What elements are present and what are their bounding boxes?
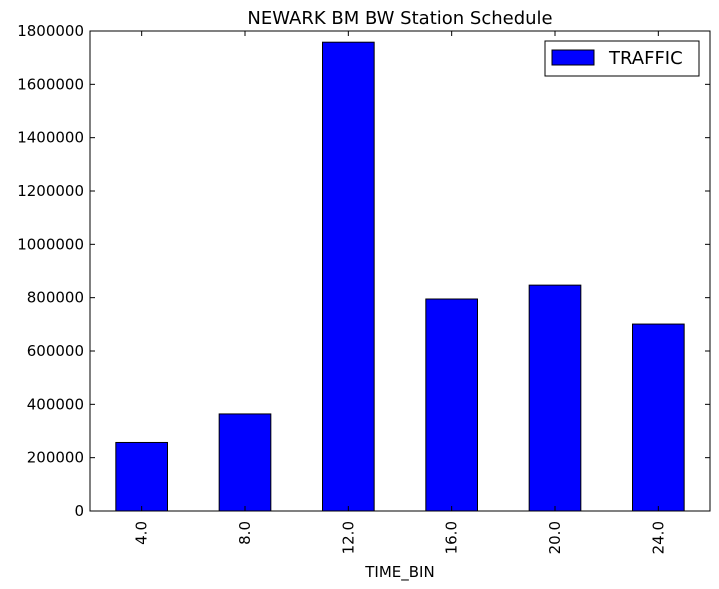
bar-16.0 <box>425 298 479 512</box>
plot-frame <box>89 30 711 512</box>
y-tick-label-1600000: 1600000 <box>17 75 84 93</box>
y-tick-label-400000: 400000 <box>27 395 84 413</box>
bar-20.0 <box>528 284 582 512</box>
y-tick-label-1200000: 1200000 <box>17 182 84 200</box>
y-tick-label-600000: 600000 <box>27 342 84 360</box>
y-tick-label-0: 0 <box>74 502 84 520</box>
legend-label-traffic: TRAFFIC <box>608 48 683 69</box>
x-tick-label-12.0: 12.0 <box>339 521 357 554</box>
x-tick-label-16.0: 16.0 <box>443 521 461 554</box>
bars-layer <box>115 41 685 512</box>
x-axis-label: TIME_BIN <box>364 563 434 582</box>
legend: TRAFFIC <box>544 40 700 77</box>
y-tick-labels: 0 200000 400000 600000 800000 1000000 1200000 1… <box>17 22 84 520</box>
y-tick-label-1400000: 1400000 <box>17 129 84 147</box>
x-tick-labels: 4.0 8.0 12.0 16.0 20.0 24.0 <box>133 521 668 554</box>
y-tick-label-200000: 200000 <box>27 449 84 467</box>
bar-8.0 <box>218 413 272 512</box>
legend-swatch-traffic <box>551 49 595 66</box>
ticks-layer <box>90 30 710 512</box>
bar-4.0 <box>115 441 169 512</box>
chart-title: NEWARK BM BW Station Schedule <box>247 8 552 29</box>
bar-24.0 <box>632 323 685 512</box>
y-tick-label-1000000: 1000000 <box>17 235 84 253</box>
x-tick-label-20.0: 20.0 <box>546 521 564 554</box>
y-tick-label-800000: 800000 <box>27 289 84 307</box>
bar-12.0 <box>322 41 375 512</box>
x-tick-label-4.0: 4.0 <box>133 521 151 545</box>
x-tick-label-24.0: 24.0 <box>649 521 667 554</box>
x-tick-label-8.0: 8.0 <box>236 521 254 545</box>
y-tick-label-1800000: 1800000 <box>17 22 84 40</box>
